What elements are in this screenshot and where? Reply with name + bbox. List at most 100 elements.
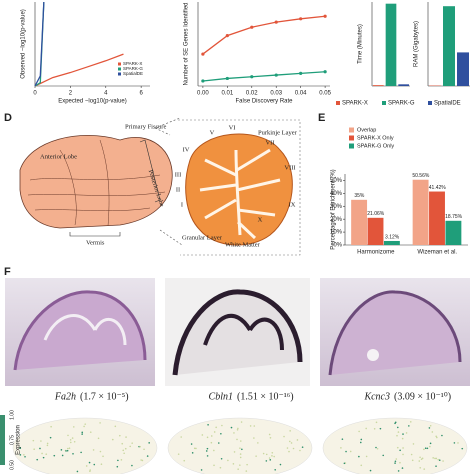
expression-spot — [97, 437, 100, 440]
expression-spot — [428, 427, 431, 429]
expression-spot — [296, 439, 299, 441]
expression-spot — [206, 436, 209, 439]
expression-spot — [301, 446, 304, 448]
expression-spot — [183, 459, 186, 462]
y-tick-label: 40% — [330, 191, 343, 197]
expression-spot — [382, 454, 385, 457]
legend-swatch — [349, 135, 354, 141]
x-tick-label: 2 — [69, 91, 73, 97]
expression-spot — [429, 424, 432, 427]
expression-spot — [265, 453, 268, 456]
x-tick-label: 0.02 — [246, 91, 258, 97]
value-label: 35% — [354, 193, 365, 199]
expression-spot — [268, 433, 271, 436]
expression-spot — [288, 450, 290, 453]
legend-label: SPARK-G — [388, 101, 415, 107]
expression-spot — [432, 457, 434, 459]
expression-spot — [410, 453, 413, 456]
panel-label: F — [4, 266, 11, 278]
expression-spot — [81, 433, 83, 435]
y-tick-label: 0% — [333, 243, 342, 249]
expression-spot — [201, 434, 204, 436]
legend-label: SPARK-G — [123, 66, 143, 71]
x-tick-label: Harmonizome — [357, 250, 395, 256]
expression-spot — [19, 454, 22, 456]
expression-spot — [148, 442, 150, 444]
expression-spot — [426, 447, 429, 450]
expression-spot — [61, 454, 64, 457]
legend-swatch — [118, 62, 121, 66]
expression-spot — [435, 465, 437, 467]
expression-spot — [408, 425, 410, 427]
lobule-label: VI — [229, 124, 236, 131]
expression-spot — [60, 449, 63, 451]
expression-spot — [67, 434, 69, 437]
colorbar-label: Expression — [16, 425, 22, 455]
expression-spot — [217, 442, 220, 444]
expression-spot — [24, 455, 26, 458]
x-axis-label: False Discovery Rate — [235, 99, 293, 105]
expression-spot — [124, 447, 127, 450]
expression-spot — [69, 439, 72, 441]
expression-spot — [195, 447, 197, 450]
expression-spot — [239, 453, 242, 455]
expression-spot — [53, 454, 56, 457]
expression-spot — [411, 459, 414, 462]
legend-label: SPARK-G Only — [357, 143, 394, 149]
expression-spot — [375, 421, 378, 424]
expression-spot — [402, 453, 404, 456]
expression-spot — [213, 464, 215, 467]
lobule-label: II — [176, 186, 180, 193]
expression-spot — [119, 434, 121, 437]
expression-spot — [373, 428, 376, 430]
colorbar-tick: 0.50 — [9, 460, 15, 470]
expression-spot — [111, 438, 114, 441]
expression-spot — [255, 455, 257, 457]
x-axis-label: Expected −log10(p-value) — [58, 99, 127, 105]
expression-spot — [114, 425, 117, 428]
y-axis-label: Percentage of Enrichment (%) — [331, 169, 337, 249]
expression-spot — [221, 424, 223, 427]
lobule-label: III — [175, 171, 182, 178]
expression-spot — [375, 446, 377, 449]
legend-label: Overlap — [357, 127, 376, 133]
panel-label: E — [318, 112, 325, 124]
expression-spot — [290, 442, 293, 444]
expression-spot — [89, 431, 92, 433]
expression-spot — [46, 444, 49, 447]
expression-spot — [419, 456, 421, 459]
expression-spot — [401, 437, 404, 440]
expression-spot — [210, 441, 213, 444]
expression-spot — [359, 441, 362, 444]
expression-spot — [438, 459, 441, 462]
expression-spot — [395, 458, 398, 460]
expression-spot — [365, 455, 368, 458]
lobule-label: X — [258, 216, 263, 223]
expression-spot — [42, 456, 45, 459]
series-line — [34, 1, 45, 87]
expression-spot — [240, 421, 243, 423]
expression-spot — [360, 464, 363, 467]
expression-spot — [253, 425, 256, 427]
legend-swatch — [118, 72, 121, 76]
expression-spot — [46, 442, 49, 445]
expression-spot — [271, 455, 273, 457]
expression-spot — [394, 460, 397, 463]
expression-spot — [206, 455, 209, 457]
expression-spot — [435, 457, 438, 460]
legend-swatch — [349, 143, 354, 149]
bar — [373, 85, 384, 86]
expression-spot — [143, 448, 145, 451]
colorbar-tick: 0.75 — [9, 435, 15, 445]
expression-spot — [83, 425, 85, 428]
expression-spot — [399, 461, 401, 464]
expression-spot — [227, 459, 229, 462]
cerebellum-diagram — [19, 117, 301, 256]
expression-spot — [428, 445, 431, 448]
y-tick-label: 30% — [330, 204, 343, 210]
expression-spot — [146, 455, 149, 457]
expression-spot — [65, 450, 67, 452]
legend-label: SPARK-X — [342, 101, 368, 107]
series-line — [202, 15, 326, 55]
